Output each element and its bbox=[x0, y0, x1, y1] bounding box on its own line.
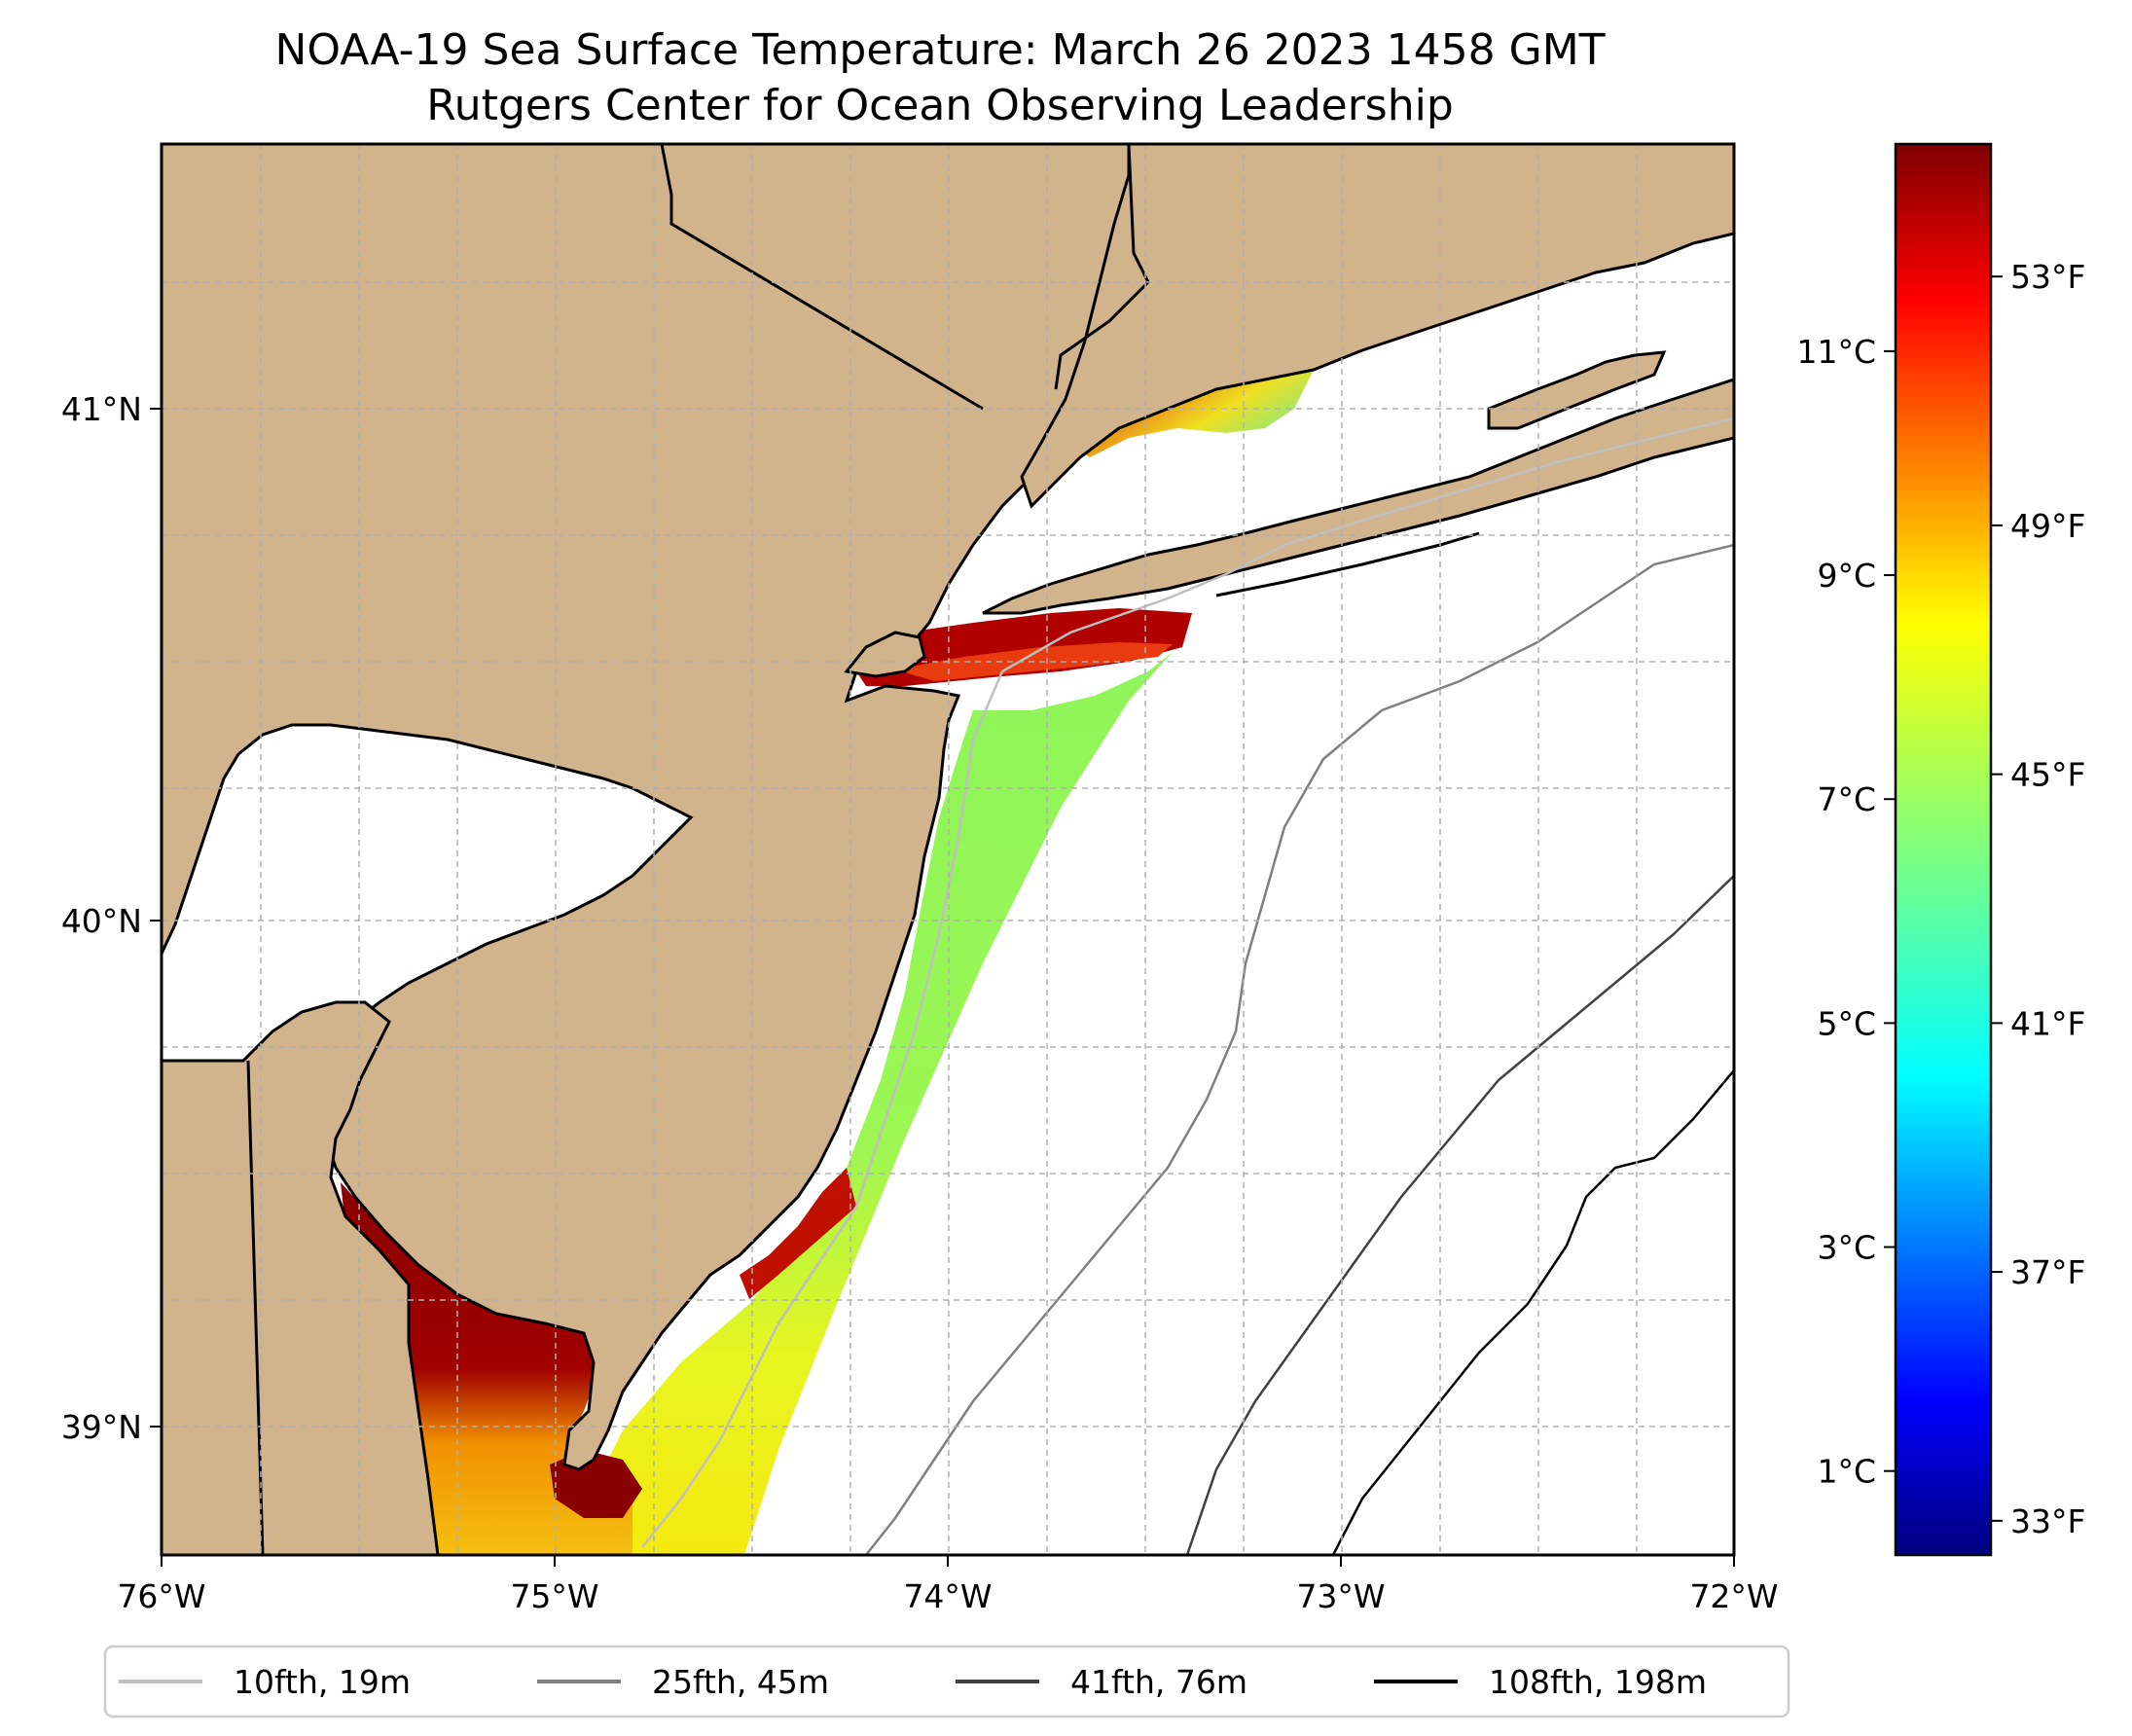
land-delmarva bbox=[162, 1000, 440, 1555]
land-long-island bbox=[982, 378, 1734, 615]
legend: 10fth, 19m 25fth, 45m 41fth, 76m 108fth,… bbox=[103, 1645, 1790, 1718]
colorbar-celsius-label: 3°C bbox=[1817, 1229, 1876, 1267]
map-area bbox=[162, 144, 1734, 1555]
colorbar-celsius-label: 5°C bbox=[1817, 1004, 1876, 1042]
legend-label: 108fth, 198m bbox=[1489, 1663, 1707, 1701]
border-ny-ct bbox=[1054, 144, 1150, 390]
lon-tick-label: 74°W bbox=[903, 1577, 992, 1615]
title-line-1: NOAA-19 Sea Surface Temperature: March 2… bbox=[274, 25, 1605, 75]
legend-label: 25fth, 45m bbox=[652, 1663, 829, 1701]
colorbar-fahrenheit-label: 45°F bbox=[2010, 756, 2085, 794]
gridlines bbox=[162, 144, 1734, 1555]
colorbar-fahrenheit-label: 53°F bbox=[2010, 258, 2085, 296]
colorbar-fahrenheit-label: 37°F bbox=[2010, 1253, 2085, 1291]
lat-tick-label: 40°N bbox=[61, 902, 142, 940]
lat-tick-label: 41°N bbox=[61, 390, 142, 428]
colorbar-fahrenheit-label: 33°F bbox=[2010, 1502, 2085, 1540]
colorbar-fahrenheit-label: 41°F bbox=[2010, 1004, 2085, 1042]
contour-25fth bbox=[865, 543, 1734, 1555]
colorbar-fahrenheit-label: 49°F bbox=[2010, 507, 2085, 545]
colorbar-gradient bbox=[1894, 142, 1993, 1557]
colorbar-fahrenheit-ticks: 33°F 37°F 41°F 45°F 49°F 53°F bbox=[1991, 258, 2085, 1540]
colorbar-celsius-label: 1°C bbox=[1817, 1453, 1876, 1491]
sst-coastal-band bbox=[584, 652, 1173, 1555]
title-line-2: Rutgers Center for Ocean Observing Leade… bbox=[426, 81, 1454, 130]
colorbar-celsius-label: 9°C bbox=[1817, 557, 1876, 595]
legend-label: 41fth, 76m bbox=[1070, 1663, 1247, 1701]
sst-swath bbox=[341, 268, 1357, 1555]
axis-ticks bbox=[150, 408, 1735, 1567]
border-ny-nj bbox=[660, 144, 984, 411]
land-new-jersey bbox=[162, 144, 1131, 1471]
land-staten-island bbox=[844, 631, 926, 678]
legend-label: 10fth, 19m bbox=[234, 1663, 411, 1701]
contour-41fth bbox=[1185, 875, 1734, 1555]
lat-tick-label: 39°N bbox=[61, 1408, 142, 1446]
lon-tick-label: 76°W bbox=[117, 1577, 205, 1615]
colorbar-celsius-label: 7°C bbox=[1817, 780, 1876, 818]
contour-108fth-li-shelf bbox=[1215, 531, 1480, 597]
colorbar: 1°C 3°C 5°C 7°C 9°C 11°C 33°F 37°F 41°F 45°F 49°F… bbox=[1796, 142, 2085, 1557]
legend-box bbox=[103, 1645, 1790, 1718]
lon-tick-label: 75°W bbox=[510, 1577, 598, 1615]
lon-tick-label: 73°W bbox=[1296, 1577, 1385, 1615]
sst-ri-coast-warm bbox=[740, 1168, 856, 1299]
colorbar-celsius-ticks: 1°C 3°C 5°C 7°C 9°C 11°C bbox=[1796, 333, 1896, 1491]
lon-tick-label: 72°W bbox=[1689, 1577, 1778, 1615]
contour-108fth bbox=[1331, 1069, 1734, 1555]
colorbar-celsius-label: 11°C bbox=[1796, 333, 1876, 371]
